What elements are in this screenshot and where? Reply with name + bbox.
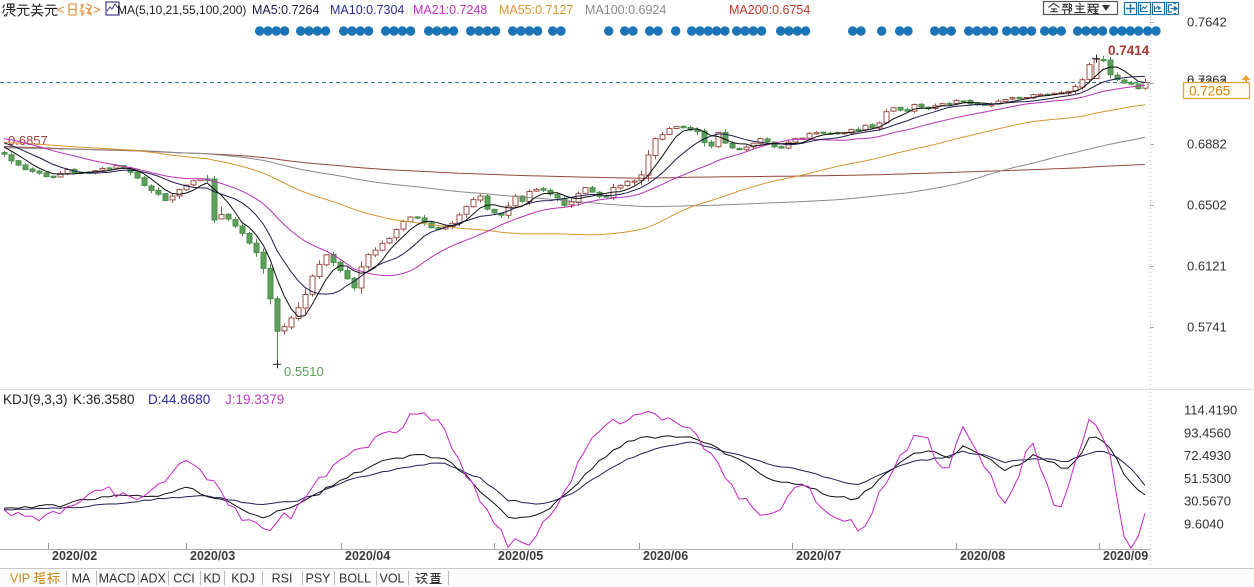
svg-text:2020/05: 2020/05 [498, 549, 543, 563]
svg-text:MA: MA [72, 572, 91, 586]
svg-text:93.4560: 93.4560 [1184, 425, 1231, 440]
svg-text:0.6121: 0.6121 [1187, 259, 1227, 274]
svg-text:ADX: ADX [140, 572, 166, 586]
svg-text:MA55:0.7127: MA55:0.7127 [499, 3, 573, 17]
svg-text:30.5670: 30.5670 [1184, 494, 1231, 509]
svg-text:MA21:0.7248: MA21:0.7248 [413, 3, 487, 17]
svg-text:MA(5,10,21,55,100,200): MA(5,10,21,55,100,200) [117, 3, 246, 17]
svg-text:D:44.8680: D:44.8680 [148, 392, 210, 407]
svg-text:MA100:0.6924: MA100:0.6924 [585, 3, 666, 17]
svg-text:2020/04: 2020/04 [345, 549, 390, 563]
svg-text:MA200:0.6754: MA200:0.6754 [729, 3, 810, 17]
svg-text:VOL: VOL [379, 572, 404, 586]
svg-text:2020/06: 2020/06 [643, 549, 688, 563]
svg-text:2020/07: 2020/07 [796, 549, 841, 563]
svg-text:BOLL: BOLL [339, 572, 371, 586]
svg-text:>: > [93, 2, 101, 17]
svg-text:51.5300: 51.5300 [1184, 471, 1231, 486]
svg-text:0.6502: 0.6502 [1187, 198, 1227, 213]
svg-text:KDJ: KDJ [231, 572, 255, 586]
svg-text:0.5510: 0.5510 [284, 364, 324, 379]
svg-text:MA10:0.7304: MA10:0.7304 [330, 3, 404, 17]
svg-text:0.7265: 0.7265 [1189, 84, 1230, 99]
svg-text:K:36.3580: K:36.3580 [73, 392, 135, 407]
svg-text:MA5:0.7264: MA5:0.7264 [252, 3, 319, 17]
svg-text:CCI: CCI [173, 572, 195, 586]
svg-text:0.6882: 0.6882 [1187, 137, 1227, 152]
svg-text:2020/09: 2020/09 [1103, 549, 1148, 563]
svg-text:KDJ(9,3,3): KDJ(9,3,3) [3, 392, 68, 407]
svg-text:<: < [57, 2, 65, 17]
svg-text:RSI: RSI [272, 572, 293, 586]
svg-text:PSY: PSY [305, 572, 331, 586]
svg-text:72.4930: 72.4930 [1184, 448, 1231, 463]
svg-text:2020/08: 2020/08 [960, 549, 1005, 563]
svg-text:MACD: MACD [99, 572, 136, 586]
svg-text:0.7642: 0.7642 [1187, 15, 1227, 30]
svg-text:KD: KD [203, 572, 220, 586]
svg-text:114.4190: 114.4190 [1184, 403, 1237, 418]
svg-text:0.5741: 0.5741 [1187, 320, 1227, 335]
svg-text:VIP: VIP [10, 572, 30, 586]
svg-text:2020/02: 2020/02 [52, 549, 97, 563]
svg-text:J:19.3379: J:19.3379 [225, 392, 284, 407]
svg-text:9.6040: 9.6040 [1184, 517, 1224, 532]
svg-text:2020/03: 2020/03 [190, 549, 235, 563]
svg-text:0.7414: 0.7414 [1108, 43, 1150, 58]
